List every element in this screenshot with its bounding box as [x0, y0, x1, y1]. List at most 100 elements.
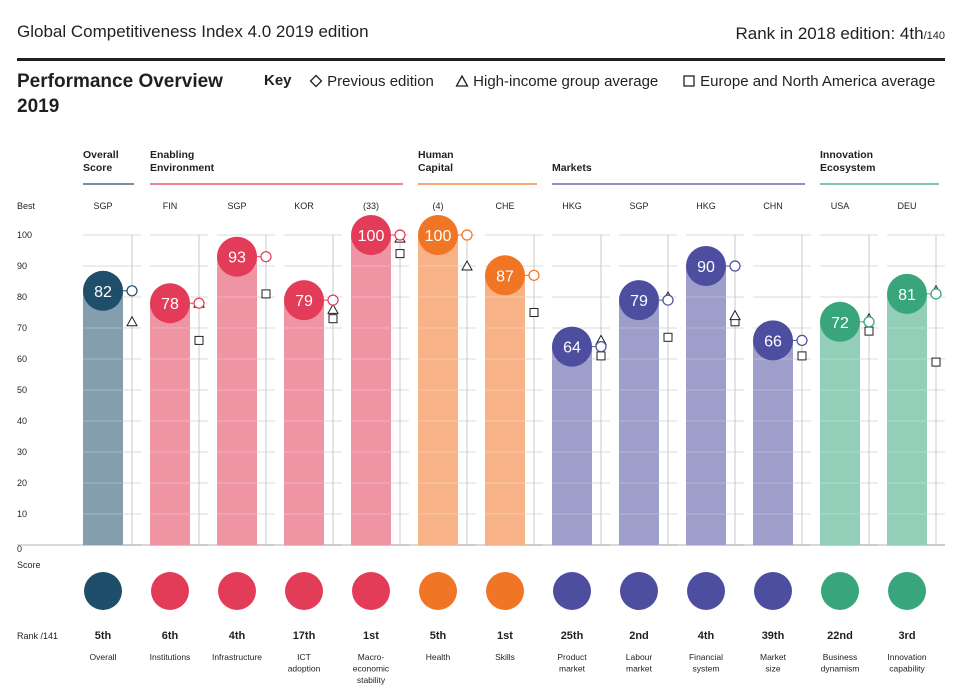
score-value: 93: [228, 250, 246, 267]
current-score-marker: [930, 288, 942, 300]
europe-marker: [797, 351, 807, 361]
high-income-marker: [126, 315, 138, 327]
best-label: Best: [17, 201, 36, 211]
score-circle: [284, 280, 324, 321]
group-header: Innovation Ecosystem: [820, 149, 875, 174]
pillar-dot: [352, 572, 390, 610]
pillar-label: Macro-economic stability: [353, 652, 390, 685]
pillar-label-line: system: [693, 664, 720, 674]
score-bar: [485, 275, 525, 545]
pillar-rank: 1st: [497, 630, 513, 642]
y-tick-label: 90: [17, 261, 27, 271]
score-bar: [284, 300, 324, 545]
pillar-dot: [84, 572, 122, 610]
y-tick-label: 50: [17, 385, 27, 395]
pillar-dot: [620, 572, 658, 610]
best-economy: KOR: [294, 201, 314, 211]
best-economy: SGP: [93, 201, 112, 211]
score-value: 87: [496, 268, 514, 285]
pillar-label-line: ICT: [297, 652, 311, 662]
score-bar: [619, 300, 659, 545]
group-header-line: Environment: [150, 162, 215, 174]
score-bar: [686, 266, 726, 545]
pillar-dot: [285, 572, 323, 610]
pillar-dot: [419, 572, 457, 610]
score-circle: [686, 246, 726, 286]
score-bar: [83, 290, 123, 545]
score-circle: [351, 215, 391, 255]
y-tick-label: 70: [17, 323, 27, 333]
best-economy: (4): [433, 201, 444, 211]
pillar-rank: 5th: [95, 630, 112, 642]
score-circle: [753, 320, 793, 361]
pillar-dot: [687, 572, 725, 610]
pillar-label-line: Product: [557, 652, 587, 662]
pillar-label-line: Health: [426, 652, 451, 662]
group-header-line: Human: [418, 149, 454, 161]
current-score-marker: [260, 251, 272, 263]
score-circle: [887, 273, 927, 314]
current-score-marker: [863, 316, 875, 328]
pillar-rank: 1st: [363, 630, 379, 642]
group-header-line: Innovation: [820, 149, 873, 161]
pillar-dot: [553, 572, 591, 610]
score-value: 66: [764, 333, 782, 350]
group-header-line: Ecosystem: [820, 162, 875, 174]
group-header: Markets: [552, 162, 592, 174]
pillar-label-line: dynamism: [821, 664, 860, 674]
pillar-rank: 22nd: [827, 630, 853, 642]
europe-marker: [529, 308, 539, 317]
score-circle: [418, 215, 458, 255]
score-circle: [83, 270, 123, 311]
pillar-dot: [754, 572, 792, 610]
pillar-label-line: Business: [823, 652, 858, 662]
current-score-marker: [729, 260, 741, 272]
pillar-label: Market size: [760, 652, 787, 674]
pillar-rank: 4th: [229, 630, 246, 642]
pillar-dot: [888, 572, 926, 610]
pillar-label-line: size: [765, 664, 780, 674]
pillar-label-line: Overall: [90, 652, 117, 662]
legend-europe-text: Europe and North America average: [700, 72, 936, 90]
pillar-label-line: stability: [357, 675, 386, 685]
score-circle: [820, 301, 860, 342]
europe-marker: [194, 335, 204, 345]
score-bar: [887, 293, 927, 545]
pillar-label: Financial system: [689, 652, 723, 674]
pillar-rank: 3rd: [898, 630, 915, 642]
pillar-label-line: Infrastructure: [212, 652, 262, 662]
current-score-marker: [327, 294, 339, 306]
pillar-label-line: market: [559, 664, 586, 674]
score-circle: [552, 326, 592, 367]
current-score-marker: [528, 269, 540, 281]
pillar-dot: [218, 572, 256, 610]
europe-marker: [864, 326, 874, 336]
pillar-label-line: capability: [889, 664, 925, 674]
europe-marker: [395, 249, 405, 259]
pillar-label-line: Institutions: [150, 652, 191, 662]
best-economy: (33): [363, 201, 379, 211]
overview-title-line1: Performance Overview: [17, 71, 223, 92]
best-economy: HKG: [696, 201, 716, 211]
group-header: Overall Score: [83, 149, 119, 174]
best-economy: SGP: [227, 201, 246, 211]
europe-marker: [328, 314, 338, 324]
pillar-label-line: Financial: [689, 652, 723, 662]
pillar-rank: 6th: [162, 630, 179, 642]
pillar-rank: 2nd: [629, 630, 649, 642]
y-tick-label: 10: [17, 509, 27, 519]
group-header-line: Score: [83, 162, 112, 174]
legend-high-income-text: High-income group average: [473, 72, 659, 90]
pillar-label: Infrastructure: [212, 652, 262, 662]
europe-marker: [261, 289, 271, 299]
overview-title-line2: 2019: [17, 96, 60, 117]
pillar-rank: 5th: [430, 630, 447, 642]
score-circle: [217, 236, 257, 277]
current-score-marker: [126, 285, 138, 297]
previous-rank-label: Rank in 2018 edition: 4th: [735, 24, 924, 43]
pillar-label: Business dynamism: [821, 652, 860, 674]
square-icon: [683, 75, 695, 87]
score-value: 90: [697, 259, 715, 276]
score-bar: [217, 256, 257, 545]
